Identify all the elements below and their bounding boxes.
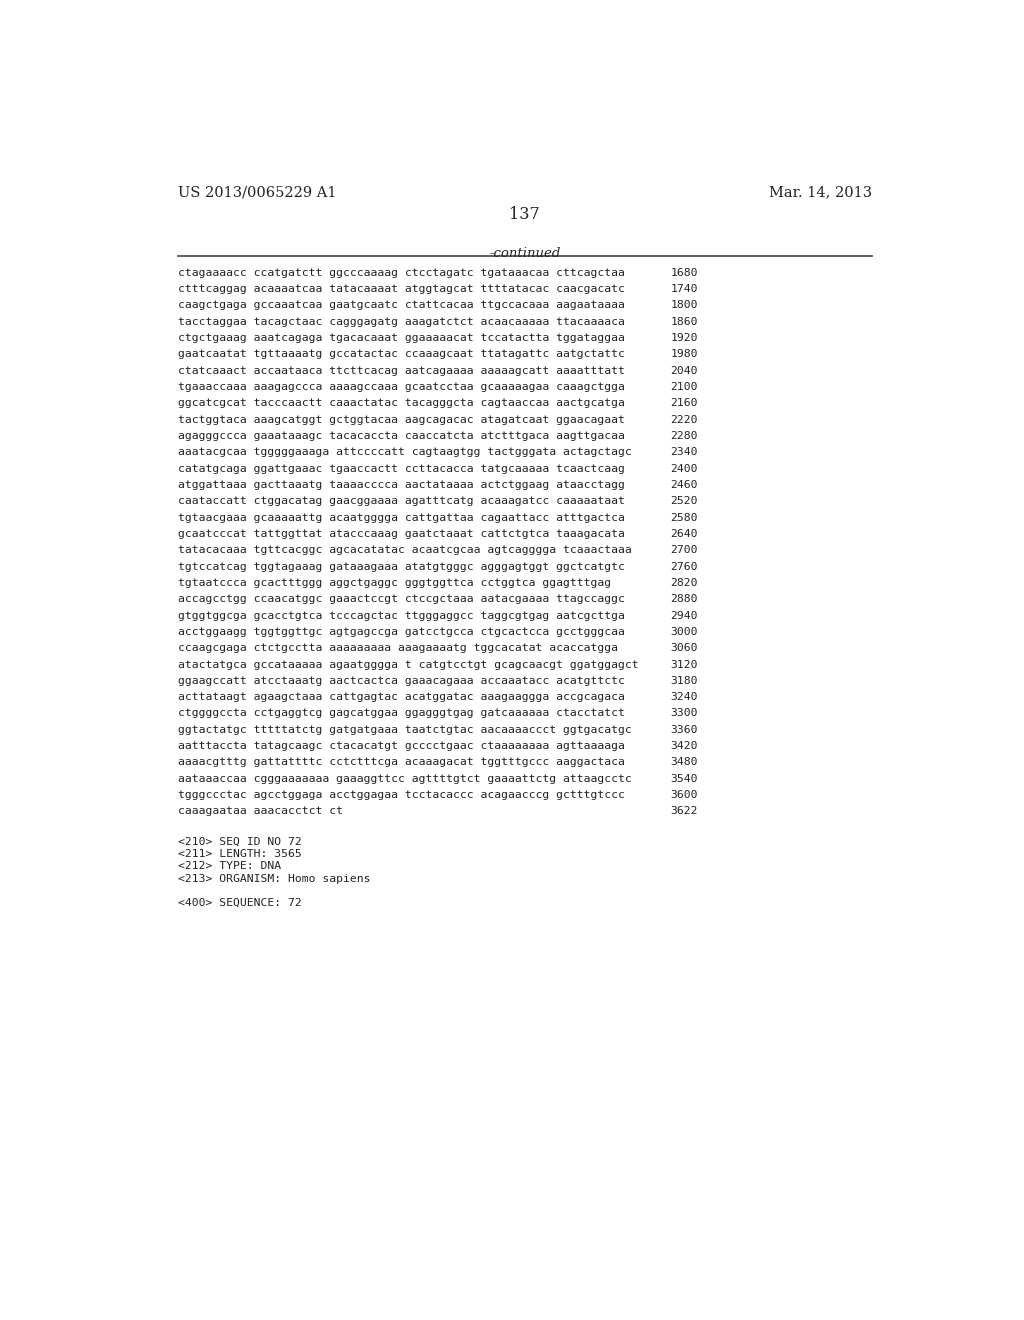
Text: gtggtggcga gcacctgtca tcccagctac ttgggaggcc taggcgtgag aatcgcttga: gtggtggcga gcacctgtca tcccagctac ttgggag… — [178, 611, 626, 620]
Text: 3540: 3540 — [671, 774, 698, 784]
Text: <210> SEQ ID NO 72: <210> SEQ ID NO 72 — [178, 837, 302, 846]
Text: acttataagt agaagctaaa cattgagtac acatggatac aaagaaggga accgcagaca: acttataagt agaagctaaa cattgagtac acatgga… — [178, 692, 626, 702]
Text: tgtaatccca gcactttggg aggctgaggc gggtggttca cctggtca ggagtttgag: tgtaatccca gcactttggg aggctgaggc gggtggt… — [178, 578, 611, 587]
Text: tgggccctac agcctggaga acctggagaa tcctacaccc acagaacccg gctttgtccc: tgggccctac agcctggaga acctggagaa tcctaca… — [178, 791, 626, 800]
Text: tatacacaaa tgttcacggc agcacatatac acaatcgcaa agtcagggga tcaaactaaa: tatacacaaa tgttcacggc agcacatatac acaatc… — [178, 545, 632, 556]
Text: aaaacgtttg gattattttc cctctttcga acaaagacat tggtttgccc aaggactaca: aaaacgtttg gattattttc cctctttcga acaaaga… — [178, 758, 626, 767]
Text: ggcatcgcat tacccaactt caaactatac tacagggcta cagtaaccaa aactgcatga: ggcatcgcat tacccaactt caaactatac tacaggg… — [178, 399, 626, 408]
Text: -continued: -continued — [489, 247, 560, 260]
Text: <400> SEQUENCE: 72: <400> SEQUENCE: 72 — [178, 898, 302, 908]
Text: 3240: 3240 — [671, 692, 698, 702]
Text: 2100: 2100 — [671, 381, 698, 392]
Text: 3622: 3622 — [671, 807, 698, 817]
Text: agagggccca gaaataaagc tacacaccta caaccatcta atctttgaca aagttgacaa: agagggccca gaaataaagc tacacaccta caaccat… — [178, 430, 626, 441]
Text: 2880: 2880 — [671, 594, 698, 605]
Text: 1980: 1980 — [671, 350, 698, 359]
Text: accagcctgg ccaacatggc gaaactccgt ctccgctaaa aatacgaaaa ttagccaggc: accagcctgg ccaacatggc gaaactccgt ctccgct… — [178, 594, 626, 605]
Text: atggattaaa gacttaaatg taaaacccca aactataaaa actctggaag ataacctagg: atggattaaa gacttaaatg taaaacccca aactata… — [178, 480, 626, 490]
Text: 2640: 2640 — [671, 529, 698, 539]
Text: US 2013/0065229 A1: US 2013/0065229 A1 — [178, 185, 337, 199]
Text: 3000: 3000 — [671, 627, 698, 636]
Text: ctggggccta cctgaggtcg gagcatggaa ggagggtgag gatcaaaaaa ctacctatct: ctggggccta cctgaggtcg gagcatggaa ggagggt… — [178, 709, 626, 718]
Text: catatgcaga ggattgaaac tgaaccactt ccttacacca tatgcaaaaa tcaactcaag: catatgcaga ggattgaaac tgaaccactt ccttaca… — [178, 463, 626, 474]
Text: 2280: 2280 — [671, 430, 698, 441]
Text: 3360: 3360 — [671, 725, 698, 735]
Text: aataaaccaa cgggaaaaaaa gaaaggttcc agttttgtct gaaaattctg attaagcctc: aataaaccaa cgggaaaaaaa gaaaggttcc agtttt… — [178, 774, 632, 784]
Text: tactggtaca aaagcatggt gctggtacaa aagcagacac atagatcaat ggaacagaat: tactggtaca aaagcatggt gctggtacaa aagcaga… — [178, 414, 626, 425]
Text: 2340: 2340 — [671, 447, 698, 457]
Text: atactatgca gccataaaaa agaatgggga t catgtcctgt gcagcaacgt ggatggagct: atactatgca gccataaaaa agaatgggga t catgt… — [178, 660, 639, 669]
Text: 3600: 3600 — [671, 791, 698, 800]
Text: gaatcaatat tgttaaaatg gccatactac ccaaagcaat ttatagattc aatgctattc: gaatcaatat tgttaaaatg gccatactac ccaaagc… — [178, 350, 626, 359]
Text: ctttcaggag acaaaatcaa tatacaaaat atggtagcat ttttatacac caacgacatc: ctttcaggag acaaaatcaa tatacaaaat atggtag… — [178, 284, 626, 294]
Text: 137: 137 — [509, 206, 541, 223]
Text: ctgctgaaag aaatcagaga tgacacaaat ggaaaaacat tccatactta tggataggaa: ctgctgaaag aaatcagaga tgacacaaat ggaaaaa… — [178, 333, 626, 343]
Text: tgtaacgaaa gcaaaaattg acaatgggga cattgattaa cagaattacc atttgactca: tgtaacgaaa gcaaaaattg acaatgggga cattgat… — [178, 512, 626, 523]
Text: 2940: 2940 — [671, 611, 698, 620]
Text: 3060: 3060 — [671, 643, 698, 653]
Text: <213> ORGANISM: Homo sapiens: <213> ORGANISM: Homo sapiens — [178, 874, 371, 883]
Text: 2700: 2700 — [671, 545, 698, 556]
Text: 2400: 2400 — [671, 463, 698, 474]
Text: ggaagccatt atcctaaatg aactcactca gaaacagaaa accaaatacc acatgttctc: ggaagccatt atcctaaatg aactcactca gaaacag… — [178, 676, 626, 686]
Text: 3480: 3480 — [671, 758, 698, 767]
Text: <211> LENGTH: 3565: <211> LENGTH: 3565 — [178, 849, 302, 859]
Text: 1740: 1740 — [671, 284, 698, 294]
Text: 3420: 3420 — [671, 741, 698, 751]
Text: 3300: 3300 — [671, 709, 698, 718]
Text: 2460: 2460 — [671, 480, 698, 490]
Text: Mar. 14, 2013: Mar. 14, 2013 — [769, 185, 872, 199]
Text: 2520: 2520 — [671, 496, 698, 507]
Text: ggtactatgc tttttatctg gatgatgaaa taatctgtac aacaaaaccct ggtgacatgc: ggtactatgc tttttatctg gatgatgaaa taatctg… — [178, 725, 632, 735]
Text: gcaatcccat tattggttat atacccaaag gaatctaaat cattctgtca taaagacata: gcaatcccat tattggttat atacccaaag gaatcta… — [178, 529, 626, 539]
Text: ccaagcgaga ctctgcctta aaaaaaaaa aaagaaaatg tggcacatat acaccatgga: ccaagcgaga ctctgcctta aaaaaaaaa aaagaaaa… — [178, 643, 618, 653]
Text: 1680: 1680 — [671, 268, 698, 277]
Text: 2820: 2820 — [671, 578, 698, 587]
Text: aaatacgcaa tgggggaaaga attccccatt cagtaagtgg tactgggata actagctagc: aaatacgcaa tgggggaaaga attccccatt cagtaa… — [178, 447, 632, 457]
Text: ctatcaaact accaataaca ttcttcacag aatcagaaaa aaaaagcatt aaaatttatt: ctatcaaact accaataaca ttcttcacag aatcaga… — [178, 366, 626, 376]
Text: 2220: 2220 — [671, 414, 698, 425]
Text: acctggaagg tggtggttgc agtgagccga gatcctgcca ctgcactcca gcctgggcaa: acctggaagg tggtggttgc agtgagccga gatcctg… — [178, 627, 626, 636]
Text: 2160: 2160 — [671, 399, 698, 408]
Text: 1920: 1920 — [671, 333, 698, 343]
Text: 1860: 1860 — [671, 317, 698, 327]
Text: tacctaggaa tacagctaac cagggagatg aaagatctct acaacaaaaa ttacaaaaca: tacctaggaa tacagctaac cagggagatg aaagatc… — [178, 317, 626, 327]
Text: 3180: 3180 — [671, 676, 698, 686]
Text: tgaaaccaaa aaagagccca aaaagccaaa gcaatcctaa gcaaaaagaa caaagctgga: tgaaaccaaa aaagagccca aaaagccaaa gcaatcc… — [178, 381, 626, 392]
Text: 3120: 3120 — [671, 660, 698, 669]
Text: caataccatt ctggacatag gaacggaaaa agatttcatg acaaagatcc caaaaataat: caataccatt ctggacatag gaacggaaaa agatttc… — [178, 496, 626, 507]
Text: tgtccatcag tggtagaaag gataaagaaa atatgtgggc agggagtggt ggctcatgtc: tgtccatcag tggtagaaag gataaagaaa atatgtg… — [178, 561, 626, 572]
Text: caaagaataa aaacacctct ct: caaagaataa aaacacctct ct — [178, 807, 343, 817]
Text: caagctgaga gccaaatcaa gaatgcaatc ctattcacaa ttgccacaaa aagaataaaa: caagctgaga gccaaatcaa gaatgcaatc ctattca… — [178, 301, 626, 310]
Text: 1800: 1800 — [671, 301, 698, 310]
Text: aatttaccta tatagcaagc ctacacatgt gcccctgaac ctaaaaaaaa agttaaaaga: aatttaccta tatagcaagc ctacacatgt gcccctg… — [178, 741, 626, 751]
Text: 2760: 2760 — [671, 561, 698, 572]
Text: ctagaaaacc ccatgatctt ggcccaaaag ctcctagatc tgataaacaa cttcagctaa: ctagaaaacc ccatgatctt ggcccaaaag ctcctag… — [178, 268, 626, 277]
Text: 2040: 2040 — [671, 366, 698, 376]
Text: <212> TYPE: DNA: <212> TYPE: DNA — [178, 861, 282, 871]
Text: 2580: 2580 — [671, 512, 698, 523]
